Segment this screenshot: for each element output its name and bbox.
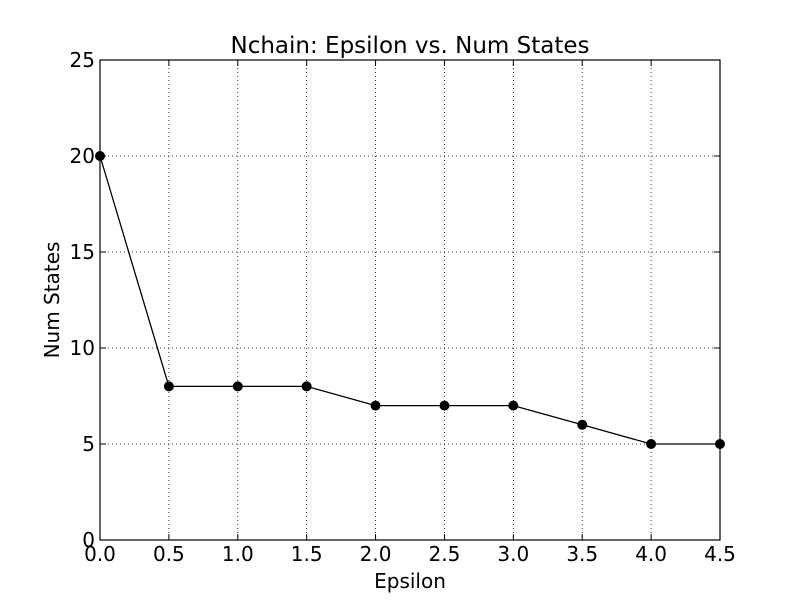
data-point bbox=[301, 381, 312, 392]
data-point bbox=[508, 400, 519, 411]
data-point bbox=[163, 381, 174, 392]
y-tick-label: 5 bbox=[82, 432, 95, 456]
y-axis-tick-labels: 0 5 10 15 20 25 bbox=[70, 48, 95, 552]
x-tick-label: 1.5 bbox=[291, 542, 323, 566]
x-tick-label: 0.0 bbox=[84, 542, 116, 566]
x-tick-label: 2.0 bbox=[360, 542, 392, 566]
data-point bbox=[577, 419, 588, 430]
y-axis-label: Num States bbox=[40, 242, 64, 359]
plot-area-frame bbox=[99, 59, 721, 541]
chart-title: Nchain: Epsilon vs. Num States bbox=[231, 33, 590, 59]
y-tick-label: 15 bbox=[70, 240, 95, 264]
x-tick-label: 4.0 bbox=[635, 542, 667, 566]
y-tick-label: 25 bbox=[70, 48, 95, 72]
y-tick-label: 0 bbox=[82, 528, 95, 552]
axis-ticks bbox=[99, 59, 721, 541]
y-tick-label: 10 bbox=[70, 336, 95, 360]
data-point bbox=[646, 439, 657, 449]
x-axis-tick-labels: 0.0 0.5 1.0 1.5 2.0 2.5 3.0 3.5 4.0 4.5 bbox=[84, 542, 736, 566]
data-point bbox=[232, 381, 243, 392]
x-tick-label: 2.5 bbox=[429, 542, 461, 566]
series-line bbox=[99, 155, 720, 445]
data-point bbox=[370, 400, 381, 411]
grid-lines bbox=[100, 60, 720, 540]
x-tick-label: 1.0 bbox=[222, 542, 254, 566]
x-tick-label: 3.5 bbox=[566, 542, 598, 566]
x-tick-label: 4.5 bbox=[704, 542, 736, 566]
x-axis-label: Epsilon bbox=[374, 569, 446, 593]
series-layer bbox=[95, 151, 725, 449]
data-point bbox=[439, 400, 450, 411]
x-tick-label: 0.5 bbox=[153, 542, 185, 566]
x-tick-label: 3.0 bbox=[497, 542, 529, 566]
y-tick-label: 20 bbox=[70, 144, 95, 168]
